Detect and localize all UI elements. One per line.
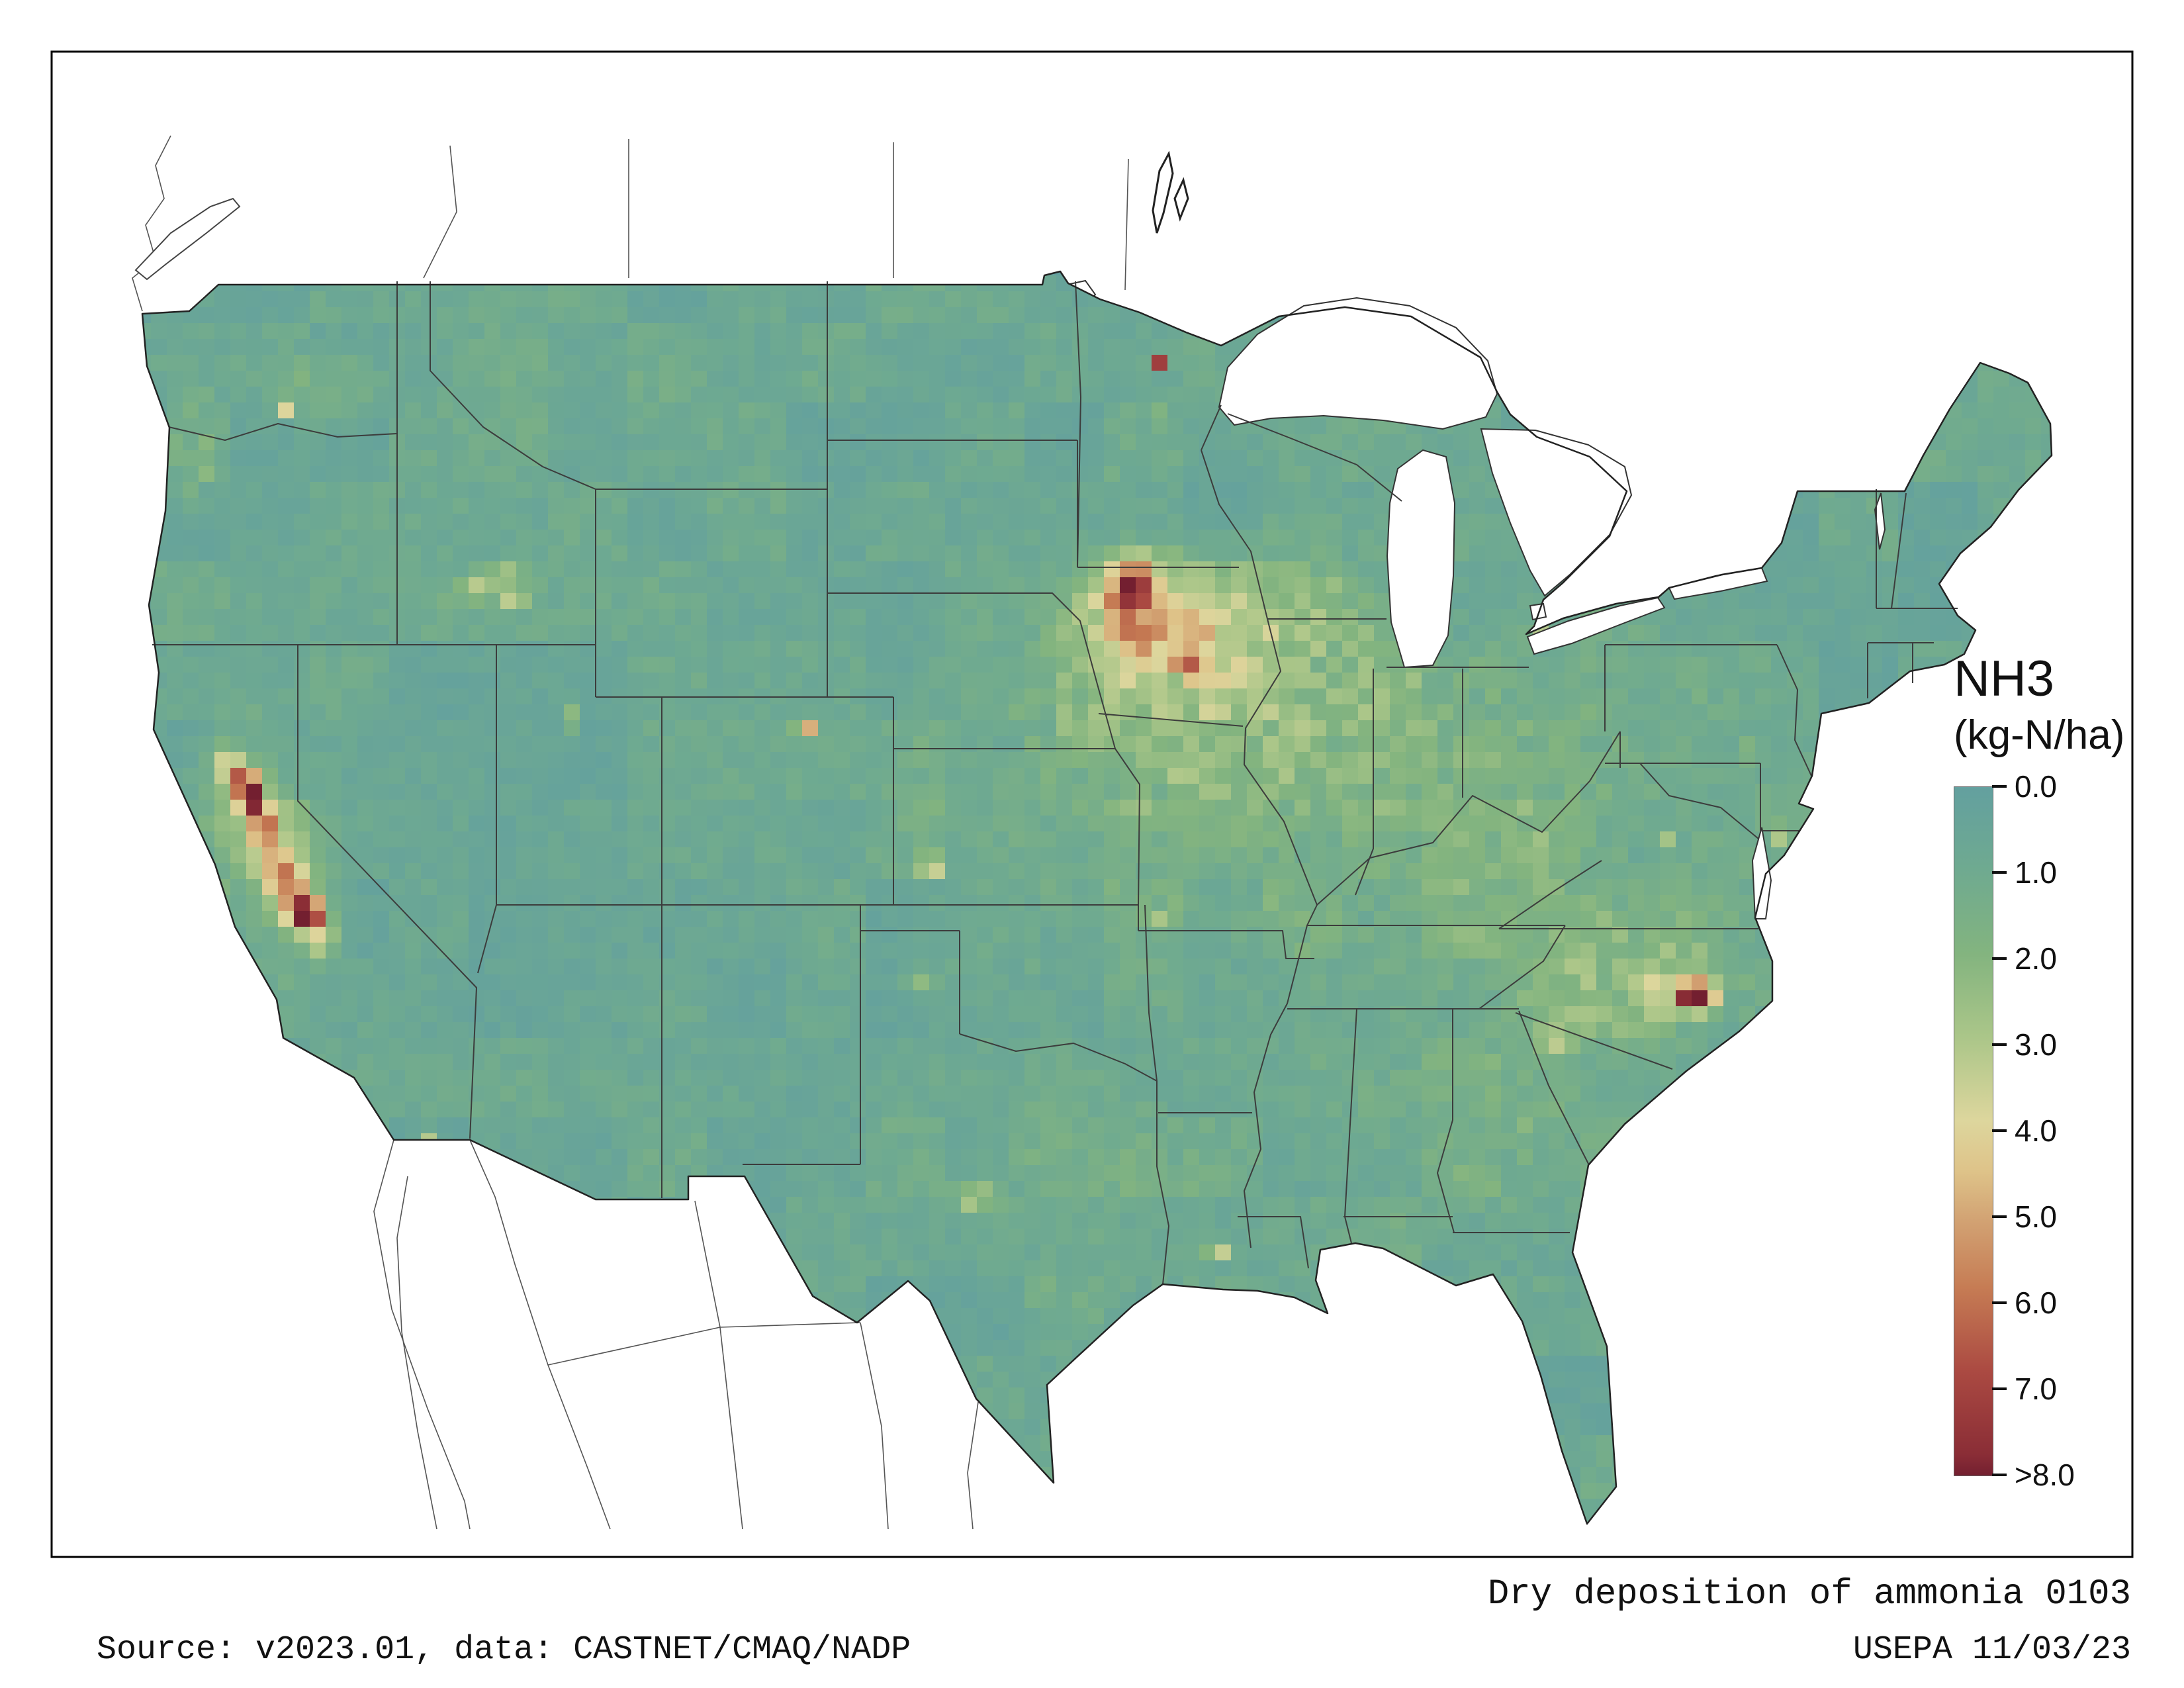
- lake-winnipeg: [1152, 150, 1174, 234]
- tick-mark: [1992, 1474, 2007, 1477]
- tick-label: 3.0: [2015, 1027, 2057, 1062]
- tick-label: >8.0: [2015, 1458, 2075, 1493]
- lake-st-clair: [1529, 602, 1547, 621]
- legend-tick: >8.0: [1992, 1457, 2075, 1493]
- tick-mark: [1992, 1043, 2007, 1047]
- lake-erie: [1526, 596, 1666, 655]
- legend-colorbar: [1954, 786, 1993, 1477]
- national-border: [141, 270, 2053, 1525]
- lake-michigan: [1386, 449, 1456, 669]
- legend-tick: 7.0: [1992, 1371, 2057, 1407]
- legend-tick: 6.0: [1992, 1285, 2057, 1321]
- plot-frame: [50, 50, 2134, 1558]
- legend-tick: 1.0: [1992, 855, 2057, 890]
- agency-date: USEPA 11/03/23: [1852, 1631, 2131, 1669]
- lake-huron: [1480, 428, 1633, 597]
- tick-mark: [1992, 1215, 2007, 1219]
- tick-mark: [1992, 871, 2007, 874]
- mexico-borders: [373, 1139, 979, 1530]
- legend-tick: 0.0: [1992, 769, 2057, 804]
- tick-label: 2.0: [2015, 941, 2057, 976]
- legend-tick: 4.0: [1992, 1113, 2057, 1149]
- tick-label: 4.0: [2015, 1113, 2057, 1149]
- plot-title: Dry deposition of ammonia 0103: [1487, 1574, 2131, 1615]
- legend: NH3 (kg-N/ha) 0.0 1.0 2.0 3.0 4.0 5.0 6.0 7.0 >8…: [1954, 651, 2125, 1492]
- legend-tick: 3.0: [1992, 1027, 2057, 1062]
- legend-body: 0.0 1.0 2.0 3.0 4.0 5.0 6.0 7.0 >8.0: [1954, 769, 2124, 1492]
- tick-label: 5.0: [2015, 1199, 2057, 1235]
- legend-tick: 2.0: [1992, 941, 2057, 976]
- lake-champlain: [1874, 492, 1886, 550]
- legend-units: (kg-N/ha): [1954, 712, 2125, 759]
- tick-mark: [1992, 1301, 2007, 1305]
- lake-manitoba: [1173, 177, 1189, 222]
- tick-label: 6.0: [2015, 1286, 2057, 1321]
- vancouver-island: [134, 197, 241, 281]
- tick-mark: [1992, 785, 2007, 788]
- chesapeake-bay: [1751, 827, 1772, 919]
- legend-title: NH3: [1954, 651, 2055, 707]
- raster-cells: [142, 275, 2052, 1524]
- lake-superior: [1218, 297, 1498, 430]
- tick-mark: [1992, 1387, 2007, 1391]
- tick-mark: [1992, 1129, 2007, 1133]
- tick-label: 7.0: [2015, 1372, 2057, 1407]
- tick-label: 1.0: [2015, 855, 2057, 890]
- legend-tick: 5.0: [1992, 1199, 2057, 1235]
- tick-label: 0.0: [2015, 769, 2057, 804]
- great-lakes: [1218, 297, 1886, 919]
- tick-mark: [1992, 957, 2007, 961]
- source-note: Source: v2023.01, data: CASTNET/CMAQ/NAD…: [97, 1631, 911, 1669]
- state-borders: [152, 281, 1958, 1285]
